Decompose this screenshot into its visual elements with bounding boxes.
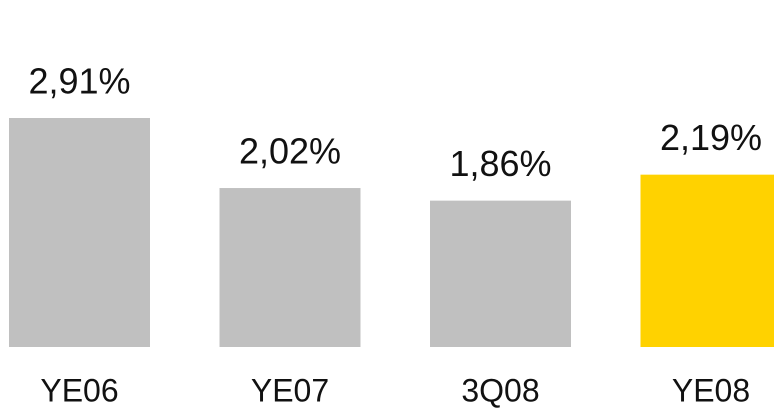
bar xyxy=(640,174,774,347)
category-label: YE07 xyxy=(251,372,329,408)
category-label: YE06 xyxy=(40,372,118,408)
category-label: 3Q08 xyxy=(461,372,539,408)
value-label: 1,86% xyxy=(449,143,551,184)
value-label: 2,91% xyxy=(28,61,130,102)
bar xyxy=(219,188,361,347)
category-label: YE08 xyxy=(672,372,750,408)
value-label: 2,19% xyxy=(660,117,762,158)
bar xyxy=(9,118,150,347)
value-label: 2,02% xyxy=(239,131,341,172)
bar xyxy=(430,200,571,347)
